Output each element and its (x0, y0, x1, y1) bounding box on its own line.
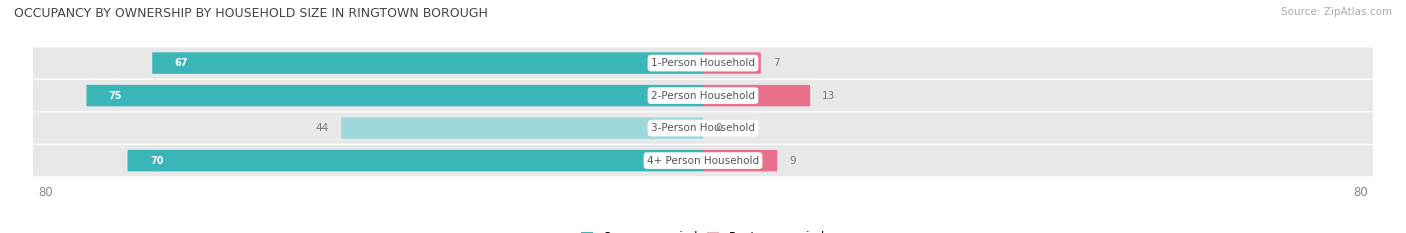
Text: 70: 70 (150, 156, 163, 166)
Circle shape (155, 151, 159, 171)
FancyBboxPatch shape (32, 80, 1374, 111)
FancyBboxPatch shape (32, 145, 1374, 176)
FancyBboxPatch shape (32, 48, 1374, 79)
FancyBboxPatch shape (32, 113, 1374, 144)
Text: 44: 44 (316, 123, 329, 133)
Text: 9: 9 (789, 156, 796, 166)
Text: 2-Person Household: 2-Person Household (651, 91, 755, 101)
FancyBboxPatch shape (703, 52, 761, 74)
Text: 0: 0 (716, 123, 721, 133)
Text: 7: 7 (773, 58, 779, 68)
Circle shape (179, 53, 184, 73)
Text: Source: ZipAtlas.com: Source: ZipAtlas.com (1281, 7, 1392, 17)
Text: 1-Person Household: 1-Person Household (651, 58, 755, 68)
Circle shape (112, 86, 118, 106)
Text: 67: 67 (174, 58, 188, 68)
FancyBboxPatch shape (152, 52, 703, 74)
Text: 13: 13 (823, 91, 835, 101)
FancyBboxPatch shape (128, 150, 703, 171)
FancyBboxPatch shape (703, 85, 810, 106)
Text: 4+ Person Household: 4+ Person Household (647, 156, 759, 166)
FancyBboxPatch shape (342, 117, 703, 139)
Text: OCCUPANCY BY OWNERSHIP BY HOUSEHOLD SIZE IN RINGTOWN BOROUGH: OCCUPANCY BY OWNERSHIP BY HOUSEHOLD SIZE… (14, 7, 488, 20)
Text: 3-Person Household: 3-Person Household (651, 123, 755, 133)
Text: 75: 75 (108, 91, 122, 101)
FancyBboxPatch shape (87, 85, 703, 106)
Legend: Owner-occupied, Renter-occupied: Owner-occupied, Renter-occupied (576, 226, 830, 233)
FancyBboxPatch shape (703, 150, 778, 171)
